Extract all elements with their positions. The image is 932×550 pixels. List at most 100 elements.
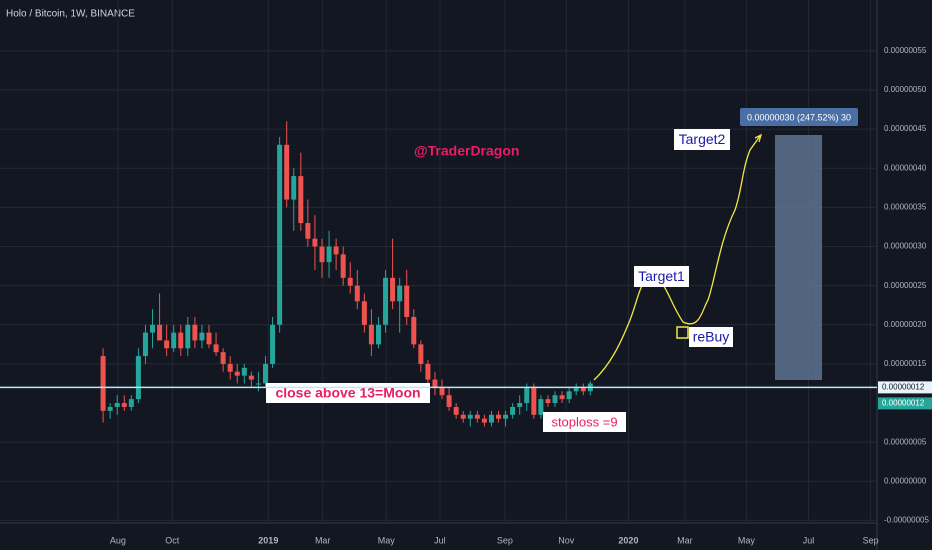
candle-body (142, 332, 148, 357)
target-zone (775, 135, 822, 380)
candle-body (361, 301, 367, 325)
candle-body (503, 414, 509, 419)
candle-body (552, 395, 558, 404)
note-box (674, 129, 730, 150)
candle-body (390, 277, 396, 302)
candle-body (248, 375, 254, 380)
candle-body (411, 316, 417, 345)
candle-body (298, 176, 304, 224)
x-tick-label: 2020 (618, 535, 638, 545)
y-tick-label: 0.00000015 (884, 359, 927, 368)
y-tick-label: 0.00000000 (884, 476, 927, 485)
candle-body (319, 246, 325, 263)
x-tick-label: Mar (315, 535, 331, 545)
candle-body (425, 363, 431, 380)
x-tick-label: 2019 (258, 535, 278, 545)
rebuy-marker (676, 326, 689, 339)
note-text: reBuy (693, 329, 730, 345)
candle-body (333, 246, 339, 255)
annotations: @TraderDragon close above 13=Moon stoploss… (266, 108, 858, 432)
note-text: stoploss =9 (551, 414, 617, 429)
candle-body (340, 254, 346, 278)
y-tick-label: 0.00000040 (884, 163, 927, 172)
candle-body (559, 395, 565, 400)
y-tick-label: 0.00000050 (884, 85, 927, 94)
measure-label-box (740, 108, 858, 126)
candle-body (206, 332, 212, 345)
x-tick-label: Oct (165, 535, 180, 545)
candle-body (192, 324, 198, 341)
candle-body (531, 387, 537, 415)
candle-body (354, 285, 360, 302)
candle-body (171, 332, 177, 349)
candle-body (383, 277, 389, 325)
note-box (543, 412, 626, 432)
candle-body (404, 285, 410, 317)
candle-body (474, 414, 480, 419)
x-tick-label: Jul (434, 535, 446, 545)
candle-body (164, 340, 170, 349)
x-tick-label: Aug (110, 535, 126, 545)
candle-body (496, 414, 502, 419)
y-tick-label: 0.00000025 (884, 281, 927, 290)
candle-body (157, 324, 163, 341)
projection-arrow (754, 133, 763, 143)
candle-body (580, 387, 586, 392)
y-tick-label: 0.00000035 (884, 203, 927, 212)
x-tick-label: Sep (863, 535, 879, 545)
candle-body (241, 367, 247, 376)
candle-body (291, 176, 297, 200)
watermark: @TraderDragon (414, 143, 519, 159)
y-tick-label: 0.00000020 (884, 320, 927, 329)
candle-body (199, 332, 205, 341)
y-tick-label: 0.00000030 (884, 242, 927, 251)
candle-body (439, 387, 445, 396)
y-tick-label: 0.00000045 (884, 124, 927, 133)
candle-body (375, 324, 381, 345)
candle-body (368, 324, 374, 345)
candle-body (326, 246, 332, 263)
candle-body (538, 399, 544, 415)
price-label: 0.00000012 (882, 383, 925, 392)
candle-body (121, 403, 127, 407)
note-box (634, 266, 689, 287)
candle-body (481, 418, 487, 423)
candle-body (150, 324, 156, 333)
note-text: Target1 (638, 268, 685, 284)
candle-body (467, 414, 473, 419)
candle-body (284, 144, 290, 200)
candle-body (446, 395, 452, 407)
candle-body (517, 403, 523, 407)
candle-body (488, 414, 494, 423)
candle-body (178, 332, 184, 349)
last-price-label: 0.00000012 (882, 399, 925, 408)
candle-body (418, 344, 424, 364)
note-box (689, 327, 733, 347)
candle-body (510, 406, 516, 415)
price-label-box (878, 381, 932, 394)
candle-body (524, 387, 530, 404)
candle-body (227, 363, 233, 372)
y-tick-label: 0.00000005 (884, 437, 927, 446)
candle-body (460, 414, 466, 419)
candle-body (277, 144, 283, 325)
x-tick-label: Jul (803, 535, 815, 545)
candle-body (453, 406, 459, 415)
x-tick-label: Sep (497, 535, 513, 545)
y-tick-label: -0.00000005 (884, 516, 929, 525)
note-text: Target2 (679, 131, 726, 147)
x-tick-label: May (378, 535, 396, 545)
candle-body (234, 371, 240, 376)
chart-title: Holo / Bitcoin, 1W, BINANCE (6, 9, 135, 20)
candle-body (573, 387, 579, 392)
candle-body (270, 324, 276, 364)
candle-body (347, 277, 353, 286)
candle-body (185, 324, 191, 349)
last-price-box (878, 397, 932, 410)
candle-body (545, 399, 551, 404)
x-tick-label: Mar (677, 535, 693, 545)
candle-body (128, 399, 134, 407)
candle-body (263, 363, 269, 384)
